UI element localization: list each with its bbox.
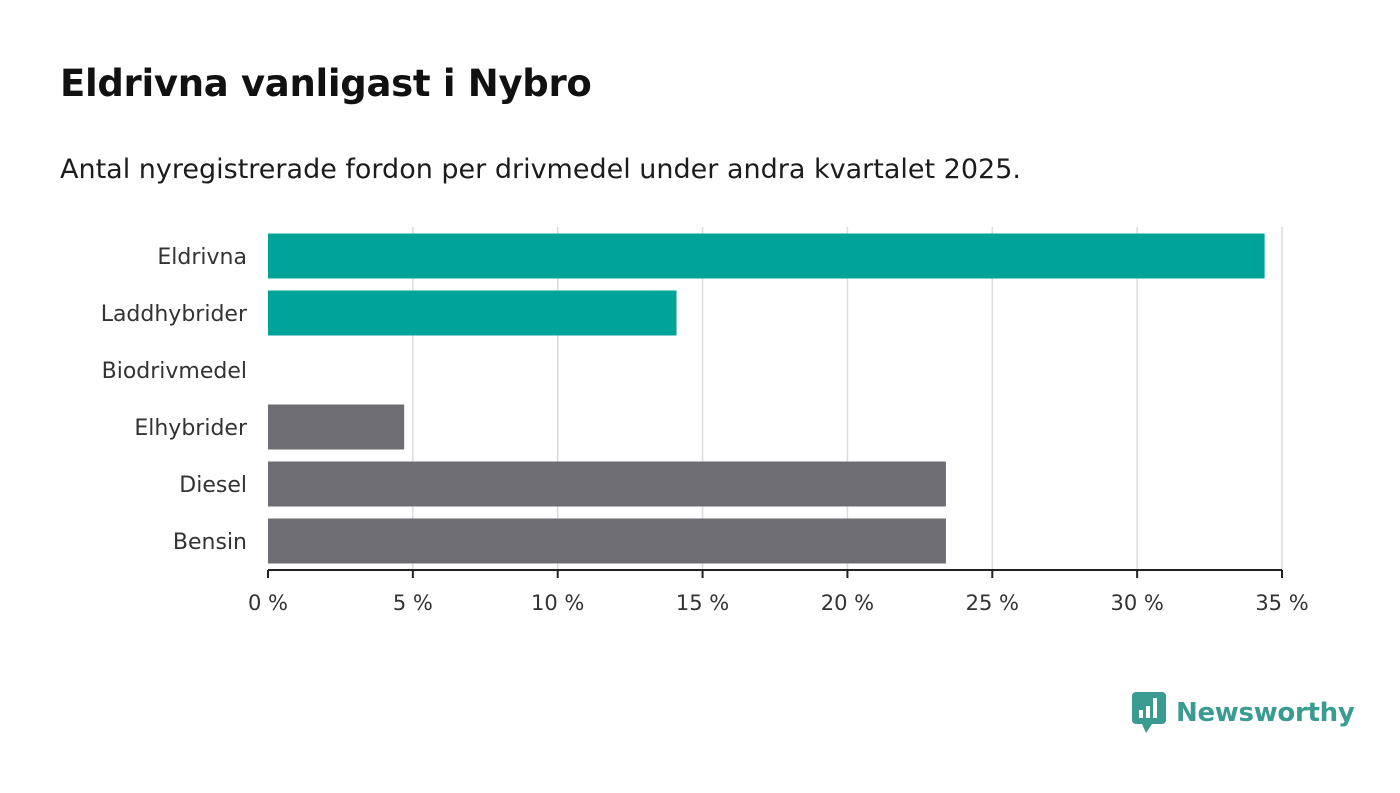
chart-title: Eldrivna vanligast i Nybro: [60, 62, 592, 105]
category-label: Bensin: [173, 530, 247, 555]
x-tick-label: 20 %: [821, 591, 874, 615]
bar-diesel: [268, 461, 946, 507]
bar-eldrivna: [268, 233, 1265, 279]
logo-text: Newsworthy: [1176, 698, 1355, 728]
category-label: Biodrivmedel: [102, 359, 247, 384]
x-tick-label: 35 %: [1255, 591, 1308, 615]
bar-elhybrider: [268, 404, 405, 450]
bar-laddhybrider: [268, 290, 677, 336]
category-label: Eldrivna: [157, 245, 247, 270]
category-label: Elhybrider: [134, 416, 248, 441]
x-axis: 0 % 5 % 10 % 15 % 20 % 25 % 30 % 35 %: [248, 569, 1309, 615]
x-tick-label: 5 %: [393, 591, 433, 615]
x-tick-label: 15 %: [676, 591, 729, 615]
bar-bensin: [268, 518, 946, 564]
chart-subtitle: Antal nyregistrerade fordon per drivmede…: [60, 154, 1021, 185]
x-tick-label: 30 %: [1110, 591, 1163, 615]
category-label: Laddhybrider: [101, 302, 248, 327]
category-label: Diesel: [179, 473, 247, 498]
newsworthy-logo-icon: [1132, 692, 1166, 733]
gridlines: [412, 227, 1283, 570]
x-tick-label: 25 %: [966, 591, 1019, 615]
x-tick-label: 0 %: [248, 591, 288, 615]
category-labels: Eldrivna Laddhybrider Biodrivmedel Elhybrid…: [101, 245, 248, 555]
bars: [268, 233, 1265, 564]
newsworthy-logo: Newsworthy: [1132, 692, 1355, 734]
x-tick-label: 10 %: [531, 591, 584, 615]
